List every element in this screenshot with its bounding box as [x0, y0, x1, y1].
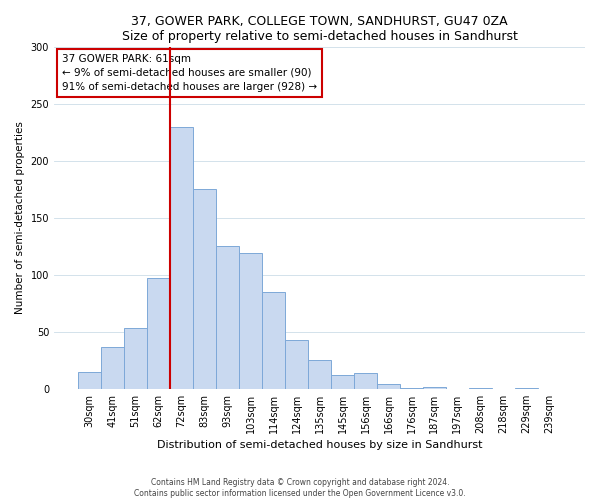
- Text: 37 GOWER PARK: 61sqm
← 9% of semi-detached houses are smaller (90)
91% of semi-d: 37 GOWER PARK: 61sqm ← 9% of semi-detach…: [62, 54, 317, 92]
- Bar: [308, 360, 331, 389]
- Bar: [147, 278, 170, 389]
- Bar: [78, 372, 101, 389]
- Bar: [124, 328, 147, 389]
- Bar: [239, 253, 262, 389]
- Bar: [101, 346, 124, 389]
- Bar: [262, 292, 285, 389]
- Y-axis label: Number of semi-detached properties: Number of semi-detached properties: [15, 122, 25, 314]
- Bar: [216, 246, 239, 389]
- Bar: [400, 388, 423, 389]
- Bar: [515, 388, 538, 389]
- X-axis label: Distribution of semi-detached houses by size in Sandhurst: Distribution of semi-detached houses by …: [157, 440, 482, 450]
- Bar: [469, 388, 492, 389]
- Bar: [170, 126, 193, 389]
- Bar: [354, 373, 377, 389]
- Title: 37, GOWER PARK, COLLEGE TOWN, SANDHURST, GU47 0ZA
Size of property relative to s: 37, GOWER PARK, COLLEGE TOWN, SANDHURST,…: [122, 15, 517, 43]
- Bar: [423, 386, 446, 389]
- Bar: [193, 190, 216, 389]
- Bar: [331, 375, 354, 389]
- Bar: [285, 340, 308, 389]
- Bar: [377, 384, 400, 389]
- Text: Contains HM Land Registry data © Crown copyright and database right 2024.
Contai: Contains HM Land Registry data © Crown c…: [134, 478, 466, 498]
